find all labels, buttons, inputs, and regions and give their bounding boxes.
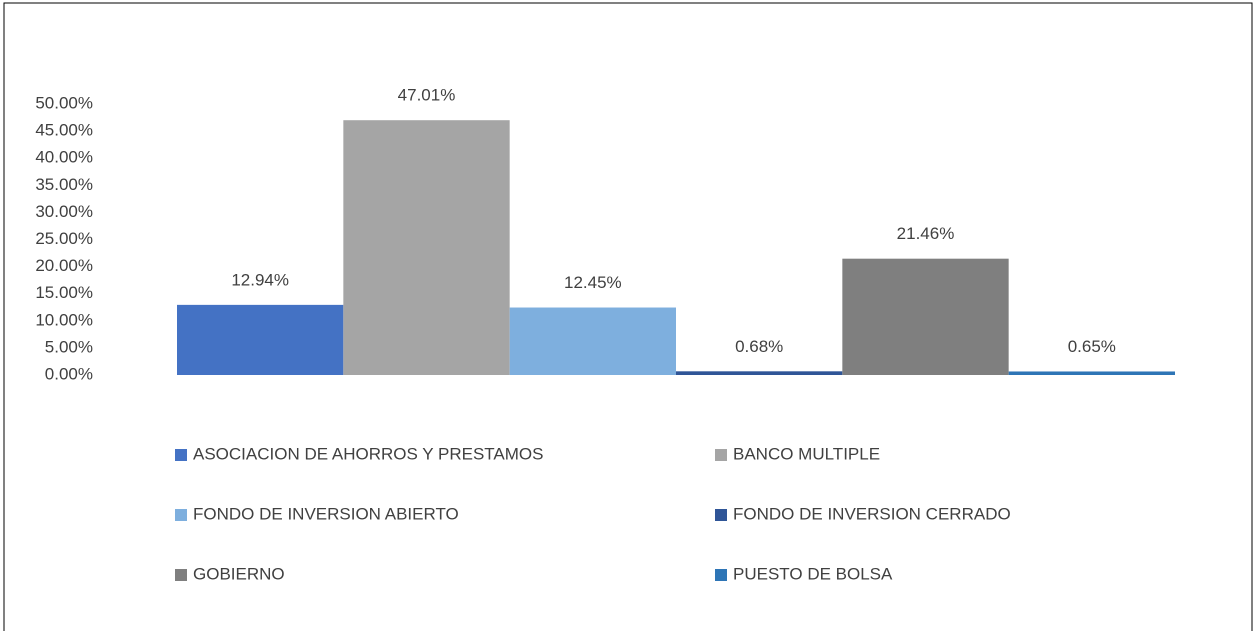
data-label: 12.94% [231, 270, 289, 289]
data-label: 0.65% [1068, 337, 1116, 356]
y-tick-label: 35.00% [35, 175, 93, 194]
legend-swatch [715, 569, 727, 581]
data-label: 21.46% [897, 224, 955, 243]
y-tick-label: 50.00% [35, 93, 93, 112]
legend-swatch [175, 509, 187, 521]
y-tick-label: 10.00% [35, 310, 93, 329]
bar [343, 120, 510, 375]
bar [509, 307, 676, 375]
legend-swatch [175, 569, 187, 581]
bar [676, 371, 843, 375]
data-label: 47.01% [398, 86, 456, 105]
legend-label: FONDO DE INVERSION CERRADO [733, 504, 1011, 523]
legend-swatch [175, 449, 187, 461]
y-tick-label: 5.00% [45, 337, 93, 356]
legend-swatch [715, 509, 727, 521]
legend-label: PUESTO DE BOLSA [733, 564, 893, 583]
y-tick-label: 45.00% [35, 121, 93, 140]
bar [177, 304, 344, 375]
legend-swatch [715, 449, 727, 461]
legend-label: FONDO DE INVERSION ABIERTO [193, 504, 459, 523]
y-tick-label: 30.00% [35, 202, 93, 221]
legend-label: ASOCIACION DE AHORROS Y PRESTAMOS [193, 444, 543, 463]
legend-label: BANCO MULTIPLE [733, 444, 880, 463]
bar [842, 258, 1009, 375]
legend-label: GOBIERNO [193, 564, 285, 583]
y-tick-label: 25.00% [35, 229, 93, 248]
data-label: 0.68% [735, 337, 783, 356]
y-tick-label: 40.00% [35, 148, 93, 167]
data-label: 12.45% [564, 273, 622, 292]
y-tick-label: 20.00% [35, 256, 93, 275]
chart-frame [3, 2, 1253, 631]
y-tick-label: 15.00% [35, 283, 93, 302]
y-tick-label: 0.00% [45, 364, 93, 383]
bar [1008, 371, 1175, 375]
